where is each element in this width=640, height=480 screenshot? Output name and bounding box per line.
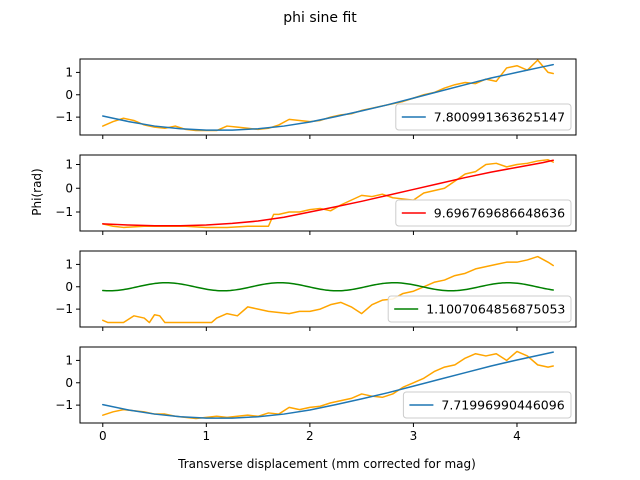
panel-4-frame [79,346,577,424]
panel-2-y-tick-label: 0 [65,181,73,195]
panel-3-plot-area [102,255,554,324]
panel-4-x-tick-label: 4 [513,429,521,443]
panel-2-fit-line [102,159,554,227]
panel-4-fit-line [102,351,554,419]
panel-3-legend-box [387,295,572,323]
panel-2-legend-label: 9.696769686648636 [434,206,565,221]
y-axis-label: Phi(rad) [30,168,44,215]
panel-4-y-tick-label: 0 [65,376,73,390]
subplots: −1 0 1 7.800991363625147 −1 0 1 9.6967696866486… [55,58,577,443]
panel-4: 0 1 2 3 4 −1 0 1 7.71996990446096 [55,346,577,443]
panel-3-frame [79,250,577,328]
figure-title: phi sine fit [283,10,357,26]
panel-2-y-tick-label: 1 [65,158,73,172]
panel-1-plot-area [102,59,554,132]
panel-4-x-tick-label: 2 [306,429,314,443]
panel-4-y-tick-label: 1 [65,353,73,367]
panel-2-data-line [102,159,554,229]
x-axis-label: Transverse displacement (mm corrected fo… [177,457,476,471]
panel-4-legend: 7.71996990446096 [402,391,572,419]
panel-3-data-line [102,255,554,324]
panel-3-fit-line [102,281,554,292]
panel-1-legend-box [395,103,572,131]
panel-1-legend-label: 7.800991363625147 [434,110,565,125]
panel-2-plot-area [102,159,554,229]
panel-1-y-tick-label: 1 [65,65,73,79]
panel-3: −1 0 1 1.1007064856875053 [55,250,577,331]
panel-2-legend: 9.696769686648636 [395,199,572,227]
panel-4-x-tick-label: 0 [99,429,107,443]
panel-2-legend-box [395,199,572,227]
panel-4-x-tick-label: 3 [410,429,418,443]
panel-4-y-tick-label: −1 [55,398,73,412]
panel-1-legend: 7.800991363625147 [395,103,572,131]
panel-1: −1 0 1 7.800991363625147 [55,58,577,139]
panel-4-plot-area [102,350,554,420]
panel-3-y-tick-label: 0 [65,280,73,294]
panel-1-frame [79,58,577,136]
panel-1-fit-line [102,63,554,131]
panel-3-legend: 1.1007064856875053 [387,295,572,323]
panel-1-y-tick-label: −1 [55,110,73,124]
panel-4-legend-label: 7.71996990446096 [441,398,564,413]
panel-3-y-tick-label: 1 [65,257,73,271]
panel-2: −1 0 1 9.696769686648636 [55,154,577,235]
panel-2-frame [79,154,577,232]
panel-4-x-tick-label: 1 [203,429,211,443]
panel-3-legend-label: 1.1007064856875053 [426,302,565,317]
panel-4-legend-box [402,391,572,419]
panel-1-y-tick-label: 0 [65,88,73,102]
panel-2-y-tick-label: −1 [55,205,73,219]
panel-3-y-tick-label: −1 [55,302,73,316]
